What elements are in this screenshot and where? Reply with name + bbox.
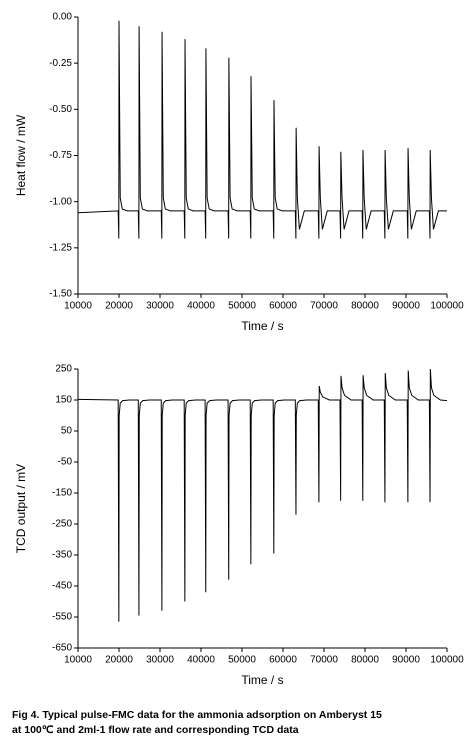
x-tick-label: 50000 — [228, 655, 256, 666]
x-tick-label: 20000 — [105, 655, 133, 666]
data-line — [77, 20, 447, 239]
y-tick-label: -50 — [58, 457, 73, 468]
y-tick-label: -650 — [52, 643, 72, 654]
y-tick-label: 0.00 — [53, 12, 73, 23]
x-tick-label: 80000 — [351, 301, 379, 312]
y-tick-label: -550 — [52, 612, 72, 623]
x-tick-label: 60000 — [269, 655, 297, 666]
y-tick-label: -0.50 — [49, 104, 72, 115]
y-tick-label: 250 — [55, 364, 72, 375]
x-tick-label: 100000 — [430, 655, 464, 666]
x-tick-label: 90000 — [392, 301, 420, 312]
y-axis-title: TCD output / mV — [14, 464, 28, 553]
x-tick-label: 30000 — [146, 655, 174, 666]
y-tick-label: -150 — [52, 488, 72, 499]
y-axis-title: Heat flow / mW — [14, 114, 28, 196]
x-tick-label: 20000 — [105, 301, 133, 312]
x-tick-label: 70000 — [310, 655, 338, 666]
x-tick-label: 10000 — [64, 301, 92, 312]
y-tick-label: 50 — [61, 426, 73, 437]
y-tick-label: 150 — [55, 395, 72, 406]
data-line — [77, 368, 448, 622]
y-tick-label: -0.75 — [49, 150, 72, 161]
y-tick-label: -0.25 — [49, 58, 72, 69]
y-tick-label: -1.25 — [49, 242, 72, 253]
caption-line: Fig 4. Typical pulse-FMC data for the am… — [12, 709, 382, 721]
x-axis-title: Time / s — [241, 673, 283, 687]
x-tick-label: 50000 — [228, 301, 256, 312]
caption-line: at 100℃ and 2ml-1 flow rate and correspo… — [12, 724, 299, 736]
x-tick-label: 30000 — [146, 301, 174, 312]
x-tick-label: 10000 — [64, 655, 92, 666]
x-tick-label: 100000 — [430, 301, 464, 312]
y-tick-label: -1.00 — [49, 196, 72, 207]
x-tick-label: 70000 — [310, 301, 338, 312]
y-tick-label: -350 — [52, 550, 72, 561]
x-tick-label: 40000 — [187, 655, 215, 666]
x-tick-label: 80000 — [351, 655, 379, 666]
y-tick-label: -450 — [52, 581, 72, 592]
y-tick-label: -250 — [52, 519, 72, 530]
x-axis-title: Time / s — [241, 319, 283, 333]
x-tick-label: 90000 — [392, 655, 420, 666]
x-tick-label: 40000 — [187, 301, 215, 312]
y-tick-label: -1.50 — [49, 289, 72, 300]
x-tick-label: 60000 — [269, 301, 297, 312]
